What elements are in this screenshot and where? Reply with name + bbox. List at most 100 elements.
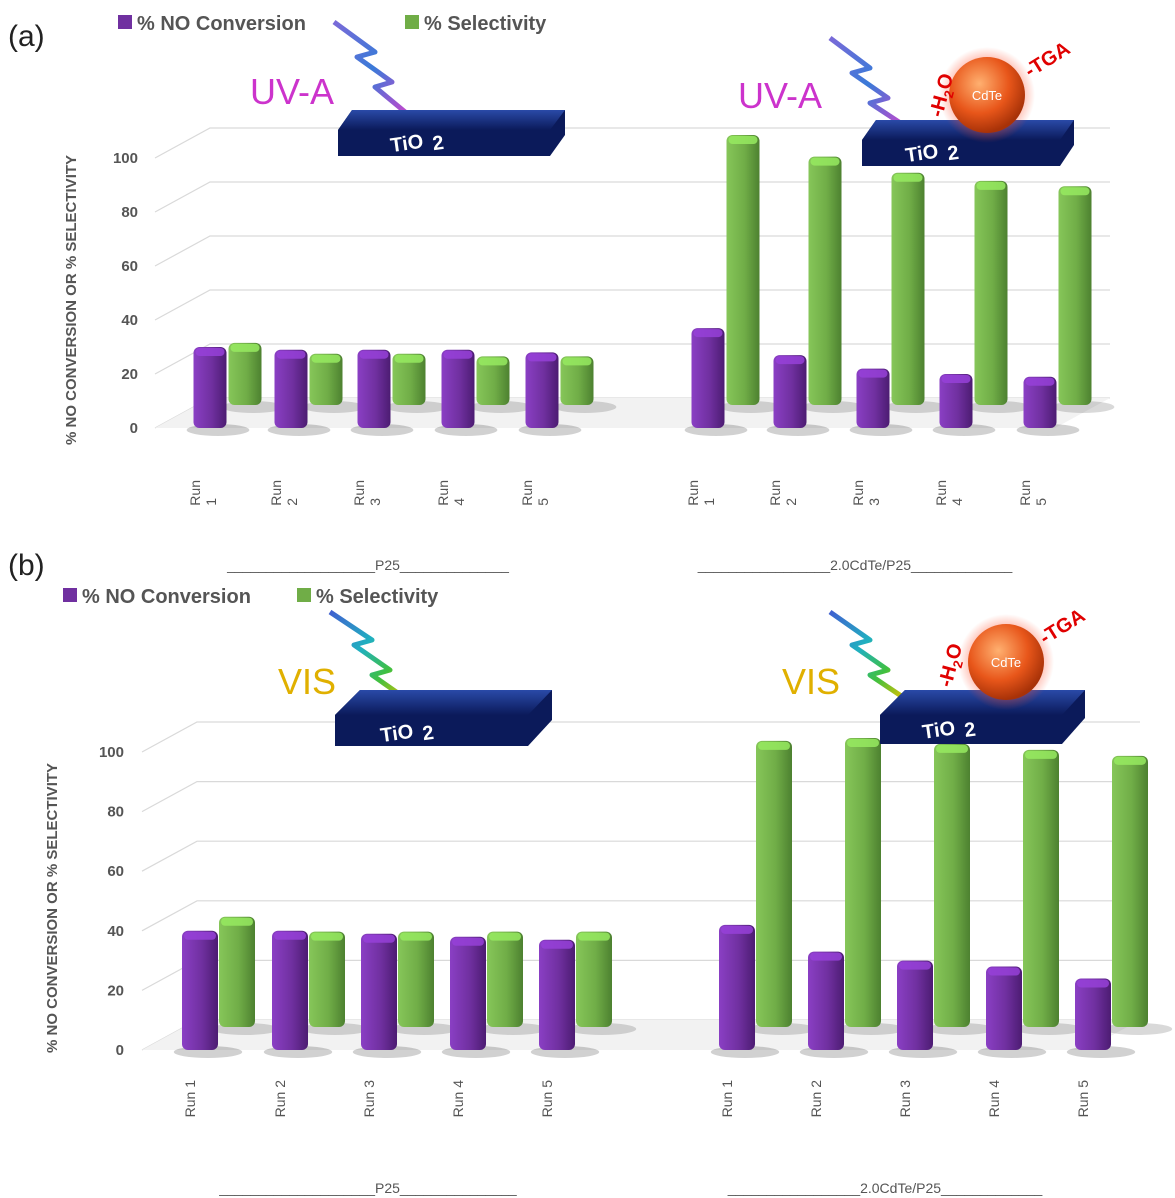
bar-selectivity (469, 356, 533, 413)
svg-text:Run 1: Run 1 (719, 1080, 735, 1118)
category-label: Run 4 (986, 1080, 1002, 1118)
bar-selectivity (1103, 755, 1173, 1035)
bar-conversion (434, 349, 498, 436)
svg-text:Run 2: Run 2 (272, 1080, 288, 1118)
bar-selectivity (302, 353, 366, 413)
bar-selectivity (884, 172, 948, 413)
bar-conversion (530, 939, 600, 1058)
bar-conversion (766, 355, 830, 436)
gridline (141, 780, 1140, 813)
bar-selectivity (801, 156, 865, 413)
category-label: Run2 (268, 480, 300, 506)
illustration-a-right: UV-A TiO 2 CdTe -H2O -TGA (738, 36, 1074, 167)
panel-b: (b) % NO Conversion % Selectivity % NO C… (8, 549, 1173, 1196)
bar-conversion (977, 966, 1047, 1058)
y-tick-label: 100 (113, 150, 138, 167)
gridline (141, 721, 1140, 753)
y-tick-label: 100 (99, 744, 124, 761)
bar-conversion (352, 933, 422, 1058)
cdte-quantum-dot-icon (968, 624, 1044, 700)
bar-selectivity (221, 342, 285, 413)
bar-selectivity (210, 916, 280, 1035)
bar-conversion (684, 328, 748, 436)
category-label: Run 4 (450, 1080, 466, 1118)
bar-selectivity (300, 931, 370, 1035)
tio2-block-icon: TiO 2 (335, 690, 552, 747)
gridline (141, 840, 1140, 872)
bar-conversion (799, 951, 869, 1058)
y-axis-label-b: % NO CONVERSION OR % SELECTIVITY (44, 763, 61, 1053)
bar-conversion (1066, 978, 1136, 1058)
category-label: Run2 (767, 480, 799, 506)
y-tick-label: 40 (107, 923, 124, 940)
gridline (154, 127, 1110, 159)
y-tick-label: 60 (107, 863, 124, 880)
gridline (154, 181, 1110, 213)
svg-text:Run 3: Run 3 (361, 1080, 377, 1118)
y-ticks-b: 0 20 40 60 80 100 (99, 744, 124, 1059)
y-tick-label: 20 (121, 366, 138, 383)
light-bolt-icon (332, 19, 412, 118)
bar-selectivity (747, 740, 817, 1035)
svg-text:Run 4: Run 4 (986, 1080, 1002, 1118)
bar-selectivity (553, 356, 617, 413)
cdte-label: CdTe (972, 88, 1002, 103)
bars-b (173, 737, 1173, 1058)
svg-text:Run 5: Run 5 (1075, 1080, 1091, 1118)
legend-swatch-selectivity (405, 15, 419, 29)
svg-text:Run1: Run1 (685, 480, 717, 506)
y-tick-label: 20 (107, 982, 124, 999)
legend-swatch-conversion (63, 588, 77, 602)
tga-ligand-label: -TGA (1021, 38, 1074, 83)
light-bolt-icon (328, 609, 427, 715)
bar-selectivity (719, 135, 783, 413)
gridline (154, 289, 1110, 321)
group-label-a-cdte: _________________2.0CdTe/P25____________… (697, 557, 1013, 573)
category-label: Run3 (351, 480, 383, 506)
light-bolt-icon (828, 609, 924, 713)
category-label: Run 2 (808, 1080, 824, 1118)
y-tick-label: 80 (121, 204, 138, 221)
gridline (141, 900, 1140, 932)
bar-selectivity (385, 353, 449, 413)
svg-text:Run3: Run3 (351, 480, 383, 506)
category-label: Run4 (933, 480, 965, 506)
svg-text:Run 2: Run 2 (808, 1080, 824, 1118)
vis-label-left: VIS (278, 661, 336, 702)
y-tick-label: 80 (107, 804, 124, 821)
y-axis-label-a: % NO CONVERSION OR % SELECTIVITY (63, 155, 80, 445)
panel-a-label: (a) (8, 20, 45, 53)
svg-text:Run3: Run3 (850, 480, 882, 506)
svg-text:Run 5: Run 5 (539, 1080, 555, 1118)
legend-label-selectivity: % Selectivity (316, 586, 439, 608)
category-labels-a: Run1 Run2 Run3 Run4 Run5 Run1 Run2 Run3 Run4 Run5 (187, 480, 1049, 506)
bar-conversion (173, 930, 243, 1058)
uv-a-label-right: UV-A (738, 75, 822, 116)
bar-selectivity (389, 931, 459, 1035)
svg-text:Run1: Run1 (187, 480, 219, 506)
category-label: Run3 (850, 480, 882, 506)
bar-conversion (267, 349, 331, 436)
tio2-subscript: 2 (431, 132, 445, 155)
svg-text:Run 3: Run 3 (897, 1080, 913, 1118)
bar-selectivity (478, 931, 548, 1035)
h2o-ligand-label: -H2O (935, 641, 968, 689)
svg-text:Run5: Run5 (1017, 480, 1049, 506)
category-label: Run 5 (539, 1080, 555, 1118)
svg-text:Run2: Run2 (767, 480, 799, 506)
svg-text:Run 4: Run 4 (450, 1080, 466, 1118)
tio2-label: TiO (904, 141, 940, 167)
legend-label-conversion: % NO Conversion (137, 13, 306, 35)
svg-text:Run 1: Run 1 (182, 1080, 198, 1118)
category-label: Run5 (1017, 480, 1049, 506)
uv-a-label-left: UV-A (250, 71, 334, 112)
tio2-block-icon: TiO 2 (338, 110, 565, 157)
bar-selectivity (836, 737, 906, 1035)
tio2-label: TiO (921, 717, 957, 743)
tio2-label: TiO (389, 131, 425, 157)
y-ticks-a: 0 20 40 60 80 100 (113, 150, 138, 437)
category-label: Run 1 (182, 1080, 198, 1118)
legend-swatch-conversion (118, 15, 132, 29)
h2o-ligand-label: -H2O (926, 71, 959, 119)
bar-conversion (186, 347, 250, 436)
